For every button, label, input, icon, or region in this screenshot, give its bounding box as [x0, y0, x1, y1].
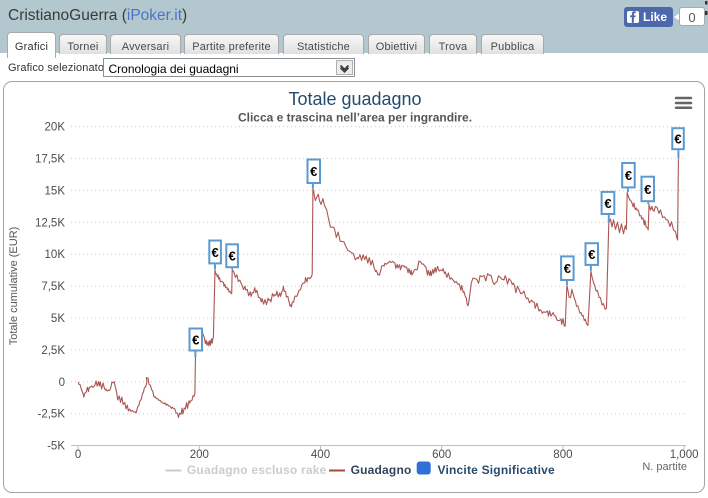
- svg-text:10K: 10K: [45, 249, 66, 261]
- svg-text:€: €: [644, 182, 651, 197]
- svg-text:0: 0: [75, 449, 81, 461]
- svg-text:€: €: [228, 249, 235, 264]
- svg-text:€: €: [310, 164, 317, 179]
- svg-text:15K: 15K: [45, 185, 66, 197]
- svg-text:€: €: [625, 168, 632, 183]
- svg-text:1,000: 1,000: [670, 449, 699, 461]
- svg-text:Guadagno: Guadagno: [351, 463, 412, 477]
- svg-text:Vincite Significative: Vincite Significative: [438, 463, 555, 477]
- svg-text:Totale cumulative (EUR): Totale cumulative (EUR): [8, 227, 20, 346]
- svg-text:€: €: [192, 332, 199, 347]
- svg-text:200: 200: [190, 449, 209, 461]
- svg-text:800: 800: [553, 449, 572, 461]
- svg-text:7,5K: 7,5K: [41, 281, 65, 293]
- svg-text:17,5K: 17,5K: [35, 154, 65, 166]
- svg-text:-5K: -5K: [47, 441, 65, 453]
- svg-text:€: €: [588, 247, 595, 262]
- svg-text:€: €: [674, 132, 681, 147]
- svg-text:400: 400: [311, 449, 330, 461]
- svg-text:€: €: [564, 261, 571, 276]
- svg-text:-2,5K: -2,5K: [38, 409, 66, 421]
- svg-text:600: 600: [432, 449, 451, 461]
- svg-text:2,5K: 2,5K: [41, 345, 65, 357]
- svg-text:20K: 20K: [45, 122, 66, 134]
- svg-text:0: 0: [59, 377, 65, 389]
- svg-text:Guadagno escluso rake: Guadagno escluso rake: [187, 463, 327, 477]
- svg-text:€: €: [604, 196, 611, 211]
- svg-text:N. partite: N. partite: [642, 461, 687, 473]
- svg-text:5K: 5K: [51, 313, 65, 325]
- svg-text:€: €: [211, 245, 218, 260]
- svg-text:12,5K: 12,5K: [35, 217, 65, 229]
- svg-text:Clicca e trascina nell’area pe: Clicca e trascina nell’area per ingrandi…: [238, 111, 472, 125]
- svg-text:Totale guadagno: Totale guadagno: [288, 89, 421, 109]
